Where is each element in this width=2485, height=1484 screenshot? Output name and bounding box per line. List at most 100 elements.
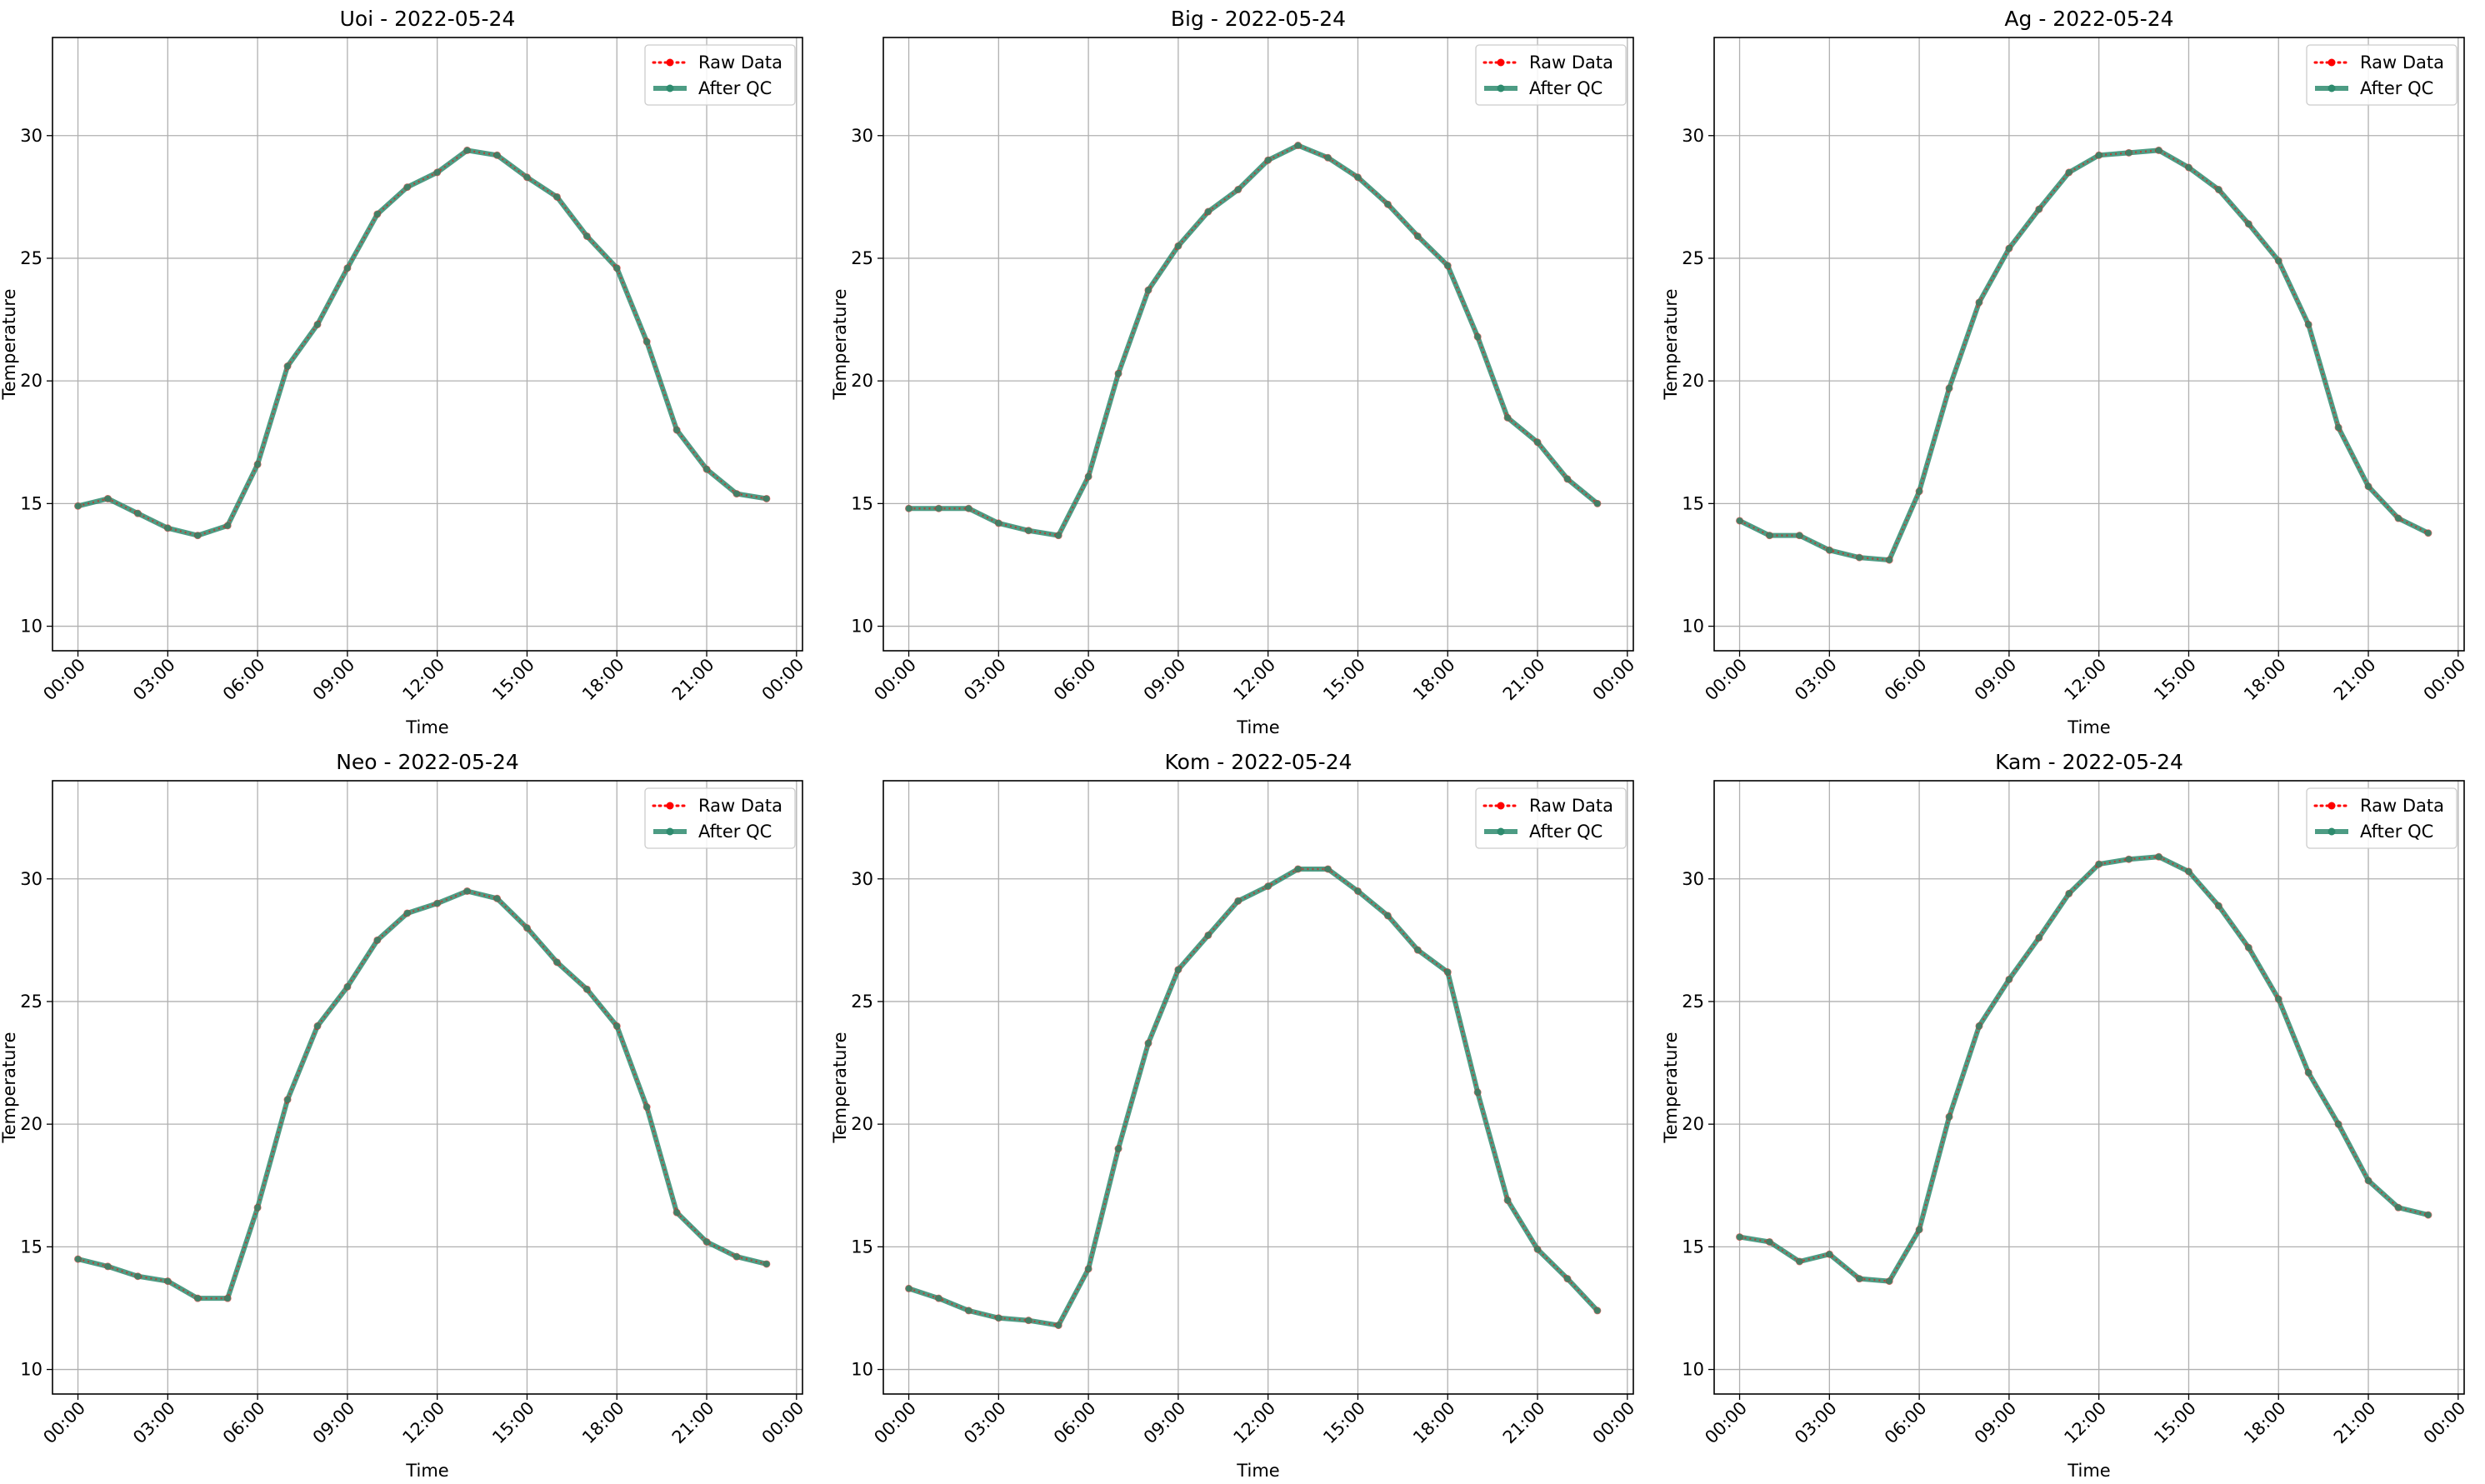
x-tick-label: 21:00 [1499,655,1549,705]
after-qc-point [2335,1121,2342,1128]
after-qc-point [553,193,561,201]
after-qc-point [643,338,651,346]
after-qc-point [1234,186,1242,193]
after-qc-point [134,1272,142,1280]
after-qc-point [2035,934,2042,942]
legend-raw-marker [2328,802,2336,810]
legend: Raw Data After QC [644,787,796,849]
after-qc-point [433,900,441,907]
after-qc-point [2424,529,2432,537]
x-tick-label: 12:00 [2060,1398,2110,1448]
y-tick-label: 30 [20,869,42,889]
x-tick-label: 00:00 [1589,1398,1639,1448]
after-qc-point [2335,424,2342,432]
after-qc-point [523,173,531,181]
after-qc-point [643,1103,651,1111]
y-tick-label: 25 [1682,992,1704,1012]
after-qc-point [762,1260,770,1267]
after-qc-point [1946,1113,1953,1121]
y-tick-label: 15 [20,1237,42,1257]
legend-qc-marker [666,827,674,836]
after-qc-point [164,1277,172,1285]
legend-label-raw-data: Raw Data [698,796,782,816]
after-qc-point [2005,245,2012,252]
after-qc-point [2155,147,2162,154]
series-line-raw-data [1739,149,2429,562]
series-line-after-qc [1737,854,2431,1284]
after-qc-point [1916,1226,1923,1233]
y-tick-label: 15 [1682,493,1704,513]
x-tick-label: 06:00 [219,655,269,705]
after-qc-point [1144,287,1152,294]
after-qc-point [1975,298,1982,306]
series-line-raw-data [78,149,768,537]
after-qc-point [1766,1238,1773,1246]
after-qc-point [935,505,942,512]
after-qc-point [2095,861,2102,868]
x-tick-label: 00:00 [2420,655,2470,705]
after-qc-point [2125,856,2132,863]
after-qc-point [905,1285,912,1292]
after-qc-point [2065,890,2072,897]
after-qc-point [1563,1275,1571,1282]
after-qc-point [2275,257,2282,264]
legend: Raw Data After QC [2306,44,2458,106]
x-tick-label: 00:00 [758,655,808,705]
after-qc-point [2365,482,2372,490]
after-qc-point [2185,164,2192,172]
y-tick-label: 15 [1682,1237,1704,1257]
after-qc-point [703,1238,711,1246]
y-tick-label: 10 [851,1360,873,1380]
after-qc-point [2035,206,2042,213]
x-tick-label: 00:00 [39,655,89,705]
legend-label-after-qc: After QC [2360,78,2433,98]
after-qc-point [1354,887,1362,895]
x-axis-label: Time [1236,717,1279,737]
after-qc-point [284,1096,292,1103]
y-tick-label: 30 [20,126,42,146]
plot-frame [882,780,1634,1395]
after-qc-point [2005,976,2012,983]
after-qc-point [1975,1022,1982,1030]
x-axis-label: Time [405,1461,448,1481]
x-tick-label: 09:00 [1140,1398,1190,1448]
x-tick-label: 21:00 [1499,1398,1549,1448]
after-qc-point [493,895,501,902]
after-qc-point [1085,1265,1092,1272]
legend-raw-marker [2328,58,2336,67]
after-qc-point [1354,173,1362,181]
y-tick-label: 30 [1682,126,1704,146]
after-qc-point [613,264,621,272]
y-tick-label: 15 [851,1237,873,1257]
x-tick-label: 09:00 [1971,1398,2021,1448]
x-tick-label: 12:00 [398,655,448,705]
after-qc-point [1534,1246,1542,1253]
x-axis-label: Time [2067,717,2110,737]
y-tick-label: 10 [851,617,873,637]
after-qc-point [2394,1204,2402,1212]
legend-label-raw-data: Raw Data [2360,52,2444,72]
after-qc-point [343,983,351,991]
legend-qc-marker [1497,827,1505,836]
x-tick-label: 15:00 [1319,1398,1369,1448]
chart-panel-5: 00:00 03:00 06:00 09:00 12:00 15:00 18:00 21:00… [1661,750,2469,1481]
after-qc-point [1444,968,1452,976]
x-tick-label: 00:00 [758,1398,808,1448]
x-tick-label: 03:00 [1791,655,1841,705]
after-qc-point [1593,1307,1601,1314]
x-tick-label: 00:00 [1589,655,1639,705]
after-qc-point [1025,527,1032,534]
y-tick-label: 15 [20,493,42,513]
y-axis-label: Temperature [830,288,850,400]
after-qc-point [1474,1088,1482,1096]
y-tick-label: 20 [851,371,873,391]
series-line-raw-data [1739,856,2429,1282]
after-qc-point [1324,865,1332,872]
after-qc-point [762,495,770,502]
y-tick-label: 20 [851,1114,873,1134]
after-qc-point [1826,1251,1833,1258]
after-qc-point [1504,1197,1512,1204]
chart-title: Kom - 2022-05-24 [1165,750,1352,774]
x-tick-label: 03:00 [1791,1398,1841,1448]
after-qc-point [1204,208,1212,216]
